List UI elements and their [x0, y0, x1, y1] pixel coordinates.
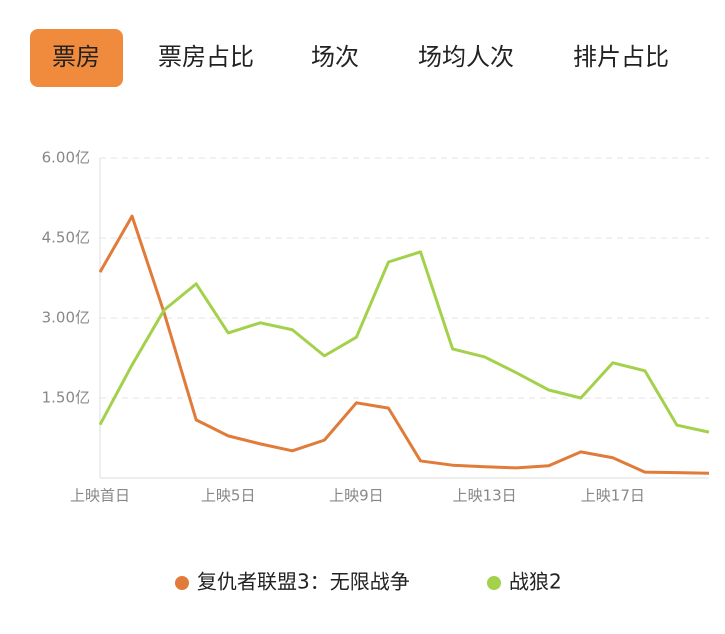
x-tick-label: 上映17日	[581, 487, 645, 505]
legend-swatch	[175, 576, 189, 590]
y-tick-label: 4.50亿	[42, 229, 90, 247]
x-tick-label: 上映9日	[329, 487, 384, 505]
tab[interactable]: 票房	[52, 43, 100, 71]
legend-swatch	[487, 576, 501, 590]
active-tab-bg	[30, 29, 123, 87]
y-tick-label: 1.50亿	[42, 389, 90, 407]
tab[interactable]: 场次	[311, 43, 359, 71]
tab[interactable]: 场均人次	[418, 43, 514, 71]
legend-label: 战狼2	[509, 570, 562, 594]
x-tick-label: 上映13日	[453, 487, 517, 505]
tab[interactable]: 排片占比	[573, 43, 669, 71]
x-tick-label: 上映首日	[70, 487, 130, 505]
series-line	[98, 250, 710, 434]
y-tick-label: 6.00亿	[42, 149, 90, 167]
series-line	[98, 214, 710, 475]
y-tick-label: 3.00亿	[42, 309, 90, 327]
tab[interactable]: 票房占比	[158, 43, 254, 71]
legend-label: 复仇者联盟3：无限战争	[197, 570, 410, 594]
x-tick-label: 上映5日	[201, 487, 256, 505]
